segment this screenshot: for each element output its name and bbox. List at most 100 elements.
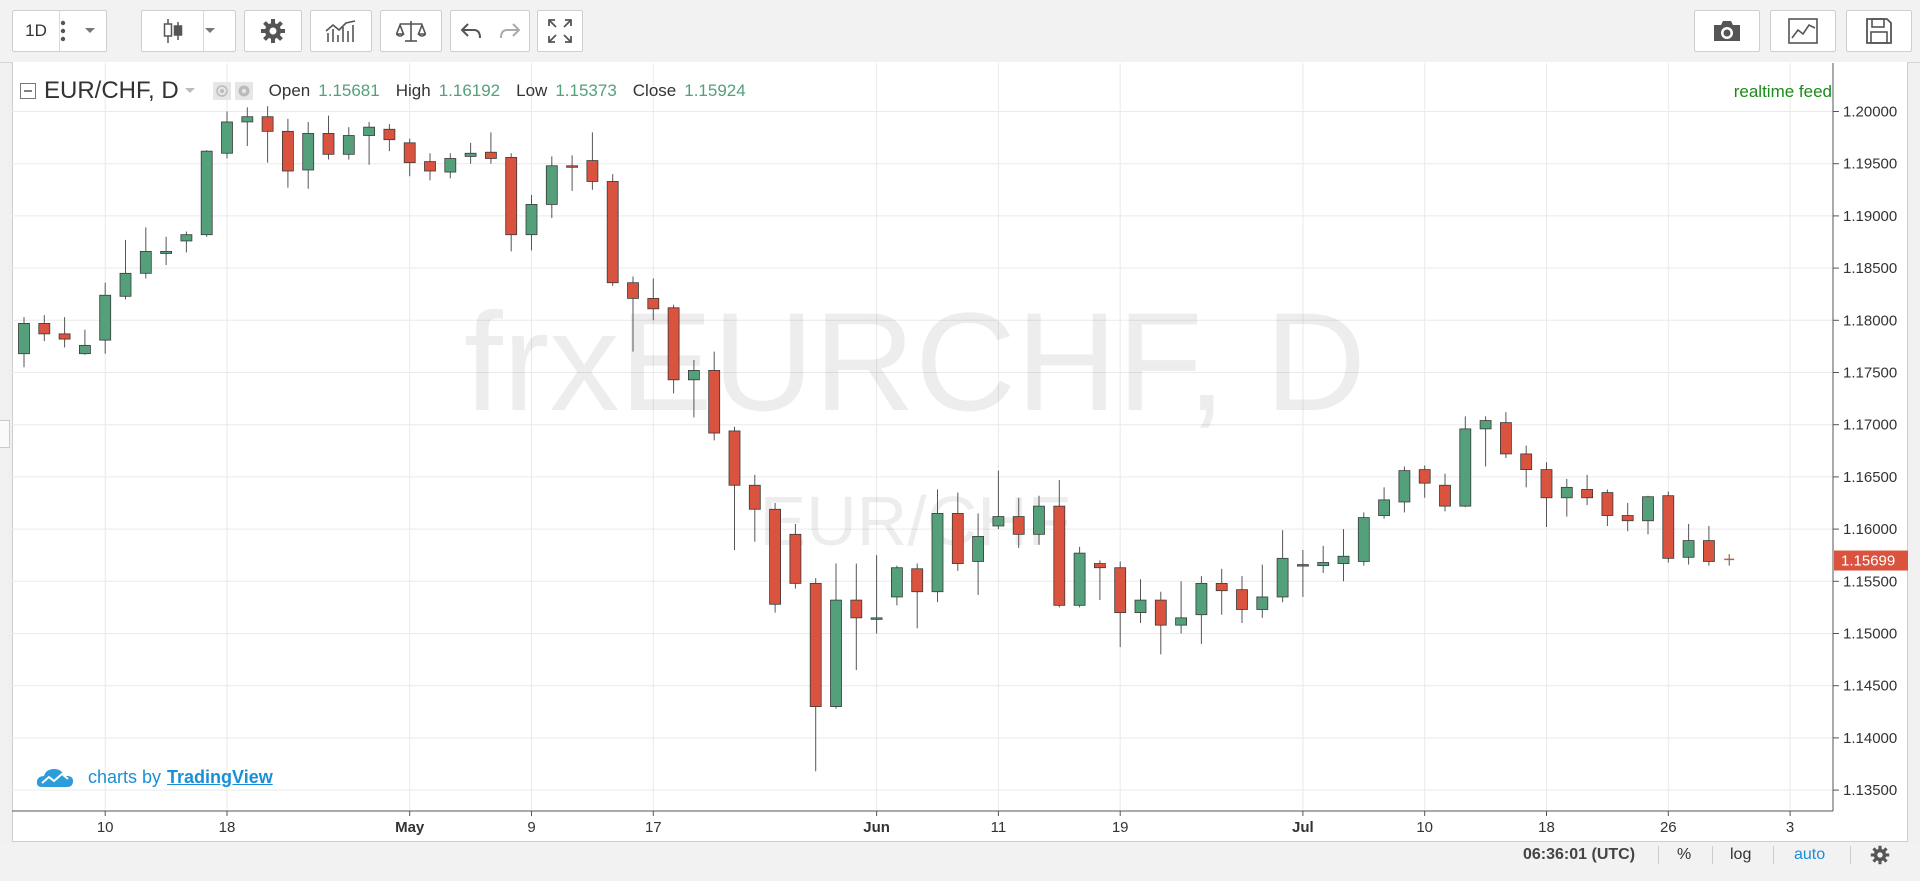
time-tick-label: May xyxy=(395,819,425,836)
time-tick-label: 9 xyxy=(527,819,535,836)
eye-icon[interactable] xyxy=(212,82,231,100)
symbol-title[interactable]: EUR/CHF, D xyxy=(44,77,179,104)
last-price-badge xyxy=(1834,550,1908,571)
save-icon xyxy=(1865,17,1893,45)
candle-body xyxy=(627,282,639,299)
candle-body xyxy=(992,516,1005,527)
close-value: 1.15924 xyxy=(684,81,746,100)
candle-body xyxy=(464,152,477,157)
candle-body xyxy=(545,165,558,205)
camera-icon xyxy=(1712,19,1742,43)
percent-toggle[interactable]: % xyxy=(1677,846,1692,863)
candle xyxy=(769,503,781,613)
candle xyxy=(322,115,335,160)
undo-icon[interactable] xyxy=(460,22,482,40)
candle-body xyxy=(1479,420,1492,430)
candle-body xyxy=(769,508,781,605)
candle-body xyxy=(1357,517,1370,562)
candle-body xyxy=(586,160,599,182)
price-tick-label: 1.15000 xyxy=(1843,626,1897,643)
time-tick-label: Jun xyxy=(863,819,890,836)
candle xyxy=(606,174,619,286)
tradingview-branding[interactable]: charts by TradingView xyxy=(36,766,273,788)
candle-body xyxy=(403,142,416,164)
candle xyxy=(1662,491,1675,563)
open-label: Open xyxy=(268,81,311,100)
log-toggle[interactable]: log xyxy=(1730,846,1752,863)
chevron-down-icon[interactable] xyxy=(84,27,106,35)
chevron-down-icon[interactable] xyxy=(184,88,195,94)
candle xyxy=(1479,416,1492,467)
candle-body xyxy=(708,370,721,434)
redo-icon[interactable] xyxy=(499,22,521,40)
fullscreen-button[interactable] xyxy=(537,10,583,52)
symbol-legend: EUR/CHF, D Open 1.15681 High 1.16192 Low… xyxy=(20,76,746,106)
time-tick-label: Jul xyxy=(1292,819,1314,836)
chart-layout-button[interactable] xyxy=(1770,10,1836,52)
candle xyxy=(200,150,213,237)
candle xyxy=(1114,561,1127,648)
candle-body xyxy=(180,234,193,242)
candle xyxy=(464,142,477,164)
candle xyxy=(667,304,680,394)
gear-icon[interactable] xyxy=(1870,845,1890,865)
candle-body xyxy=(1337,555,1350,564)
tradingview-cloud-icon xyxy=(36,766,74,788)
save-button[interactable] xyxy=(1846,10,1912,52)
close-label: Close xyxy=(632,81,677,100)
candle-body xyxy=(1317,562,1330,567)
candle xyxy=(931,489,944,603)
more-vertical-icon[interactable] xyxy=(60,20,84,42)
candle-body xyxy=(1642,496,1654,522)
candle-body xyxy=(789,533,802,584)
candle xyxy=(363,121,376,165)
candle xyxy=(38,315,51,342)
candle xyxy=(139,227,152,279)
candle-body xyxy=(1215,582,1228,592)
candle-body xyxy=(931,513,944,593)
candle xyxy=(789,523,802,589)
candle-body xyxy=(1378,499,1390,516)
compare-button[interactable] xyxy=(380,10,442,52)
candle-body xyxy=(1560,486,1573,499)
candle xyxy=(18,317,30,368)
candle-body xyxy=(606,181,619,284)
brand-prefix: charts by xyxy=(88,766,162,787)
candle xyxy=(1418,465,1431,498)
candle-body xyxy=(444,158,457,173)
candle-body xyxy=(809,582,822,707)
drawing-panel-toggle[interactable] xyxy=(0,420,10,448)
auto-toggle[interactable]: auto xyxy=(1794,846,1826,863)
interval-button[interactable]: 1D xyxy=(12,10,107,52)
candle xyxy=(586,132,599,190)
watermark-main: frxEURCHF, D xyxy=(464,283,1366,440)
indicators-button[interactable] xyxy=(310,10,372,52)
candle xyxy=(1581,474,1593,506)
candle-body xyxy=(525,204,538,236)
candle xyxy=(221,111,233,159)
candle xyxy=(444,153,457,179)
chart-pane xyxy=(12,62,1908,842)
settings-button[interactable] xyxy=(244,10,302,52)
candle-body xyxy=(1033,505,1045,535)
candle-body xyxy=(1154,599,1167,626)
chevron-down-icon[interactable] xyxy=(204,27,235,35)
candle xyxy=(728,426,741,550)
candle xyxy=(627,276,639,352)
brand-link[interactable]: TradingView xyxy=(167,766,273,787)
candle-body xyxy=(688,370,700,381)
snapshot-button[interactable] xyxy=(1694,10,1760,52)
candle xyxy=(1357,512,1370,566)
candle-body xyxy=(1195,582,1208,616)
candle-body xyxy=(119,272,132,297)
chart-style-button[interactable] xyxy=(141,10,236,52)
candle xyxy=(1134,579,1147,624)
candle-body xyxy=(891,567,903,598)
collapse-icon[interactable] xyxy=(20,83,36,99)
settings-icon[interactable] xyxy=(234,82,253,100)
candle xyxy=(1175,581,1187,634)
candle xyxy=(1073,546,1086,608)
candle-body xyxy=(1256,596,1269,610)
last-price-label: 1.15699 xyxy=(1841,553,1895,570)
